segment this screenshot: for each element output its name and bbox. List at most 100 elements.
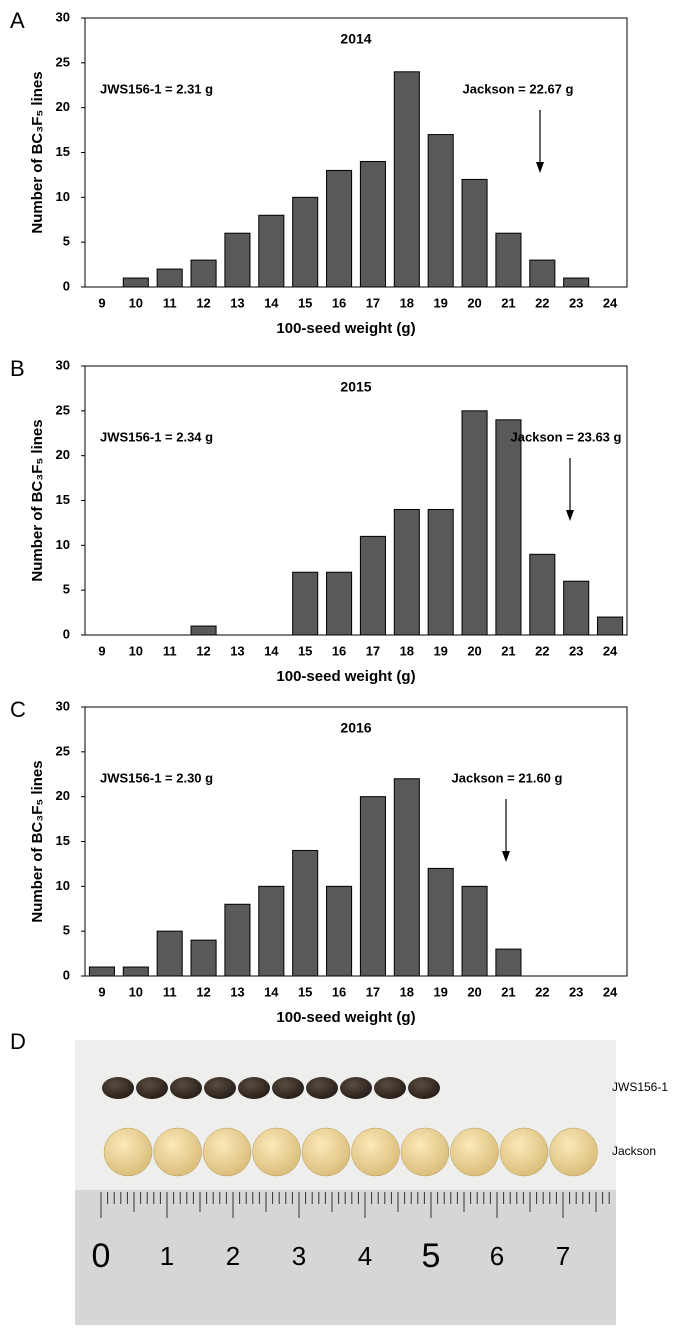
x-tick-label: 22	[535, 643, 549, 658]
ruler-number: 3	[292, 1241, 306, 1271]
y-tick-label: 5	[63, 923, 70, 938]
bar	[122, 966, 149, 977]
y-tick-label: 30	[56, 357, 70, 372]
x-tick-label: 23	[569, 984, 583, 999]
large-seed	[252, 1127, 301, 1177]
y-axis-label: Number of BC₃F₅ lines	[29, 71, 46, 233]
bar	[597, 616, 624, 636]
y-tick-label: 20	[56, 788, 70, 803]
chart-title: 2016	[340, 720, 371, 736]
small-seed	[408, 1077, 440, 1099]
y-tick-label: 15	[56, 492, 70, 507]
y-axis-label: Number of BC₃F₅ lines	[29, 419, 46, 581]
bar	[292, 849, 319, 977]
x-tick-label: 9	[98, 295, 105, 310]
x-tick-label: 13	[230, 984, 244, 999]
x-tick-label: 24	[603, 643, 618, 658]
bar	[190, 939, 217, 977]
large-seed	[301, 1127, 351, 1177]
x-axis-label: 100-seed weight (g)	[276, 668, 415, 685]
y-tick-label: 10	[56, 189, 70, 204]
bar	[393, 71, 420, 288]
x-tick-label: 9	[98, 643, 105, 658]
ruler	[75, 1190, 616, 1325]
x-tick-label: 11	[163, 643, 177, 658]
ruler-number: 4	[358, 1241, 372, 1271]
ruler-number: 6	[490, 1241, 504, 1271]
y-tick-label: 0	[63, 278, 70, 293]
chart-title: 2014	[340, 31, 371, 47]
bar	[122, 277, 149, 288]
small-seed	[272, 1077, 304, 1099]
x-tick-label: 19	[433, 984, 447, 999]
y-tick-label: 20	[56, 99, 70, 114]
small-seed	[136, 1077, 168, 1099]
small-seed	[306, 1077, 338, 1099]
bar	[156, 268, 183, 288]
small-seed	[340, 1077, 372, 1099]
panel-label: B	[10, 356, 25, 381]
bar	[359, 160, 386, 288]
large-seed	[450, 1127, 499, 1177]
arrow-head	[566, 510, 574, 521]
x-tick-label: 16	[332, 643, 346, 658]
bar	[427, 134, 454, 288]
x-tick-label: 19	[433, 295, 447, 310]
x-tick-label: 9	[98, 984, 105, 999]
bar	[224, 903, 251, 977]
y-tick-label: 15	[56, 833, 70, 848]
y-tick-label: 0	[63, 626, 70, 641]
x-tick-label: 16	[332, 984, 346, 999]
y-tick-label: 15	[56, 144, 70, 159]
small-seed	[204, 1077, 236, 1099]
y-tick-label: 5	[63, 582, 70, 597]
x-tick-label: 23	[569, 295, 583, 310]
x-tick-label: 17	[366, 984, 380, 999]
large-seed	[499, 1127, 549, 1177]
bar	[461, 410, 488, 636]
y-tick-label: 25	[56, 402, 70, 417]
ruler-number: 7	[556, 1241, 570, 1271]
seed-label: Jackson	[612, 1144, 656, 1158]
y-tick-label: 20	[56, 447, 70, 462]
x-tick-label: 11	[163, 295, 177, 310]
large-seed	[400, 1127, 450, 1177]
ruler-number: 0	[92, 1237, 111, 1275]
x-tick-label: 17	[366, 643, 380, 658]
small-seed	[170, 1077, 202, 1099]
annotation: JWS156-1 = 2.30 g	[100, 770, 213, 785]
x-tick-label: 12	[196, 643, 210, 658]
x-tick-label: 18	[400, 295, 414, 310]
large-seed	[351, 1127, 400, 1177]
annotation: JWS156-1 = 2.34 g	[100, 429, 213, 444]
bar	[461, 885, 488, 977]
large-seed	[549, 1127, 598, 1177]
x-axis-label: 100-seed weight (g)	[276, 1009, 415, 1026]
x-tick-label: 18	[400, 643, 414, 658]
x-tick-label: 22	[535, 984, 549, 999]
panel-label: A	[10, 8, 25, 33]
x-tick-label: 24	[603, 295, 618, 310]
bar	[292, 196, 319, 288]
annotation: Jackson = 23.63 g	[511, 429, 622, 444]
bar	[393, 778, 420, 977]
bar	[190, 625, 217, 636]
bar	[190, 259, 217, 288]
x-tick-label: 15	[298, 295, 312, 310]
y-tick-label: 30	[56, 9, 70, 24]
x-tick-label: 12	[196, 295, 210, 310]
x-tick-label: 22	[535, 295, 549, 310]
bar	[495, 419, 522, 636]
x-axis-label: 100-seed weight (g)	[276, 320, 415, 337]
bar	[563, 277, 590, 288]
x-tick-label: 15	[298, 984, 312, 999]
plot-frame	[84, 17, 628, 288]
y-tick-label: 30	[56, 698, 70, 713]
bar	[326, 571, 353, 636]
y-tick-label: 10	[56, 878, 70, 893]
arrow-head	[502, 851, 510, 862]
x-tick-label: 14	[264, 984, 279, 999]
x-tick-label: 18	[400, 984, 414, 999]
bar	[461, 178, 488, 288]
bar	[88, 966, 115, 977]
